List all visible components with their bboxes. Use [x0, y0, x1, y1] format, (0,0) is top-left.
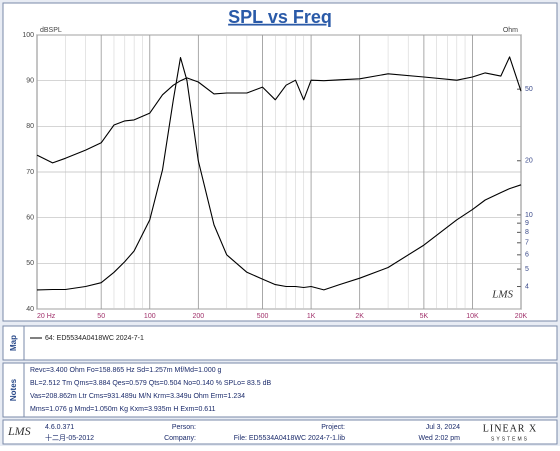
- note-line: BL=2.512 Tm Qms=3.884 Qes=0.579 Qts=0.50…: [30, 380, 271, 387]
- file: File: ED5534A0418WC 2024-7-1.lib: [234, 435, 345, 442]
- x-tick-label: 5K: [420, 313, 429, 320]
- map-panel: [2, 325, 558, 361]
- time: Wed 2:02 pm: [418, 435, 460, 442]
- x-tick-label: 1K: [307, 313, 316, 320]
- chart-title: SPL vs Freq: [228, 7, 332, 27]
- y-tick-label: 40: [26, 306, 34, 313]
- x-tick-label: 200: [192, 313, 204, 320]
- footer-panel: [2, 419, 558, 445]
- x-tick-label: 10K: [466, 313, 479, 320]
- map-label: Map: [9, 335, 18, 351]
- x-tick-label: 100: [144, 313, 156, 320]
- y2-axis-title: Ohm: [503, 27, 518, 34]
- person: Person:: [172, 424, 196, 431]
- build-date: 十二月-05-2012: [45, 433, 94, 442]
- y-tick-label: 90: [26, 78, 34, 85]
- y2-tick-label: 50: [525, 86, 533, 93]
- company: Company:: [164, 435, 196, 442]
- note-line: Mms=1.076 g Mmd=1.050m Kg Kxm=3.935m H E…: [30, 406, 216, 413]
- y2-tick-label: 4: [525, 283, 529, 290]
- legend-label: 64: ED5534A0418WC 2024-7-1: [45, 335, 144, 342]
- version: 4.6.0.371: [45, 424, 74, 431]
- x-tick-label: 20 Hz: [37, 313, 56, 320]
- brand: LINEAR X: [483, 423, 537, 434]
- x-tick-label: 50: [97, 313, 105, 320]
- y-tick-label: 70: [26, 169, 34, 176]
- y-axis-title: dBSPL: [40, 27, 62, 34]
- x-tick-label: 500: [257, 313, 269, 320]
- watermark: LMS: [491, 289, 513, 301]
- y2-tick-label: 6: [525, 252, 529, 259]
- y2-tick-label: 20: [525, 158, 533, 165]
- y2-tick-label: 9: [525, 220, 529, 227]
- y2-tick-label: 5: [525, 266, 529, 273]
- y2-tick-label: 10: [525, 212, 533, 219]
- notes-label: Notes: [9, 378, 18, 401]
- y-tick-label: 50: [26, 260, 34, 267]
- note-line: Revc=3.400 Ohm Fo=158.865 Hz Sd=1.257m M…: [30, 367, 222, 374]
- project: Project:: [321, 424, 345, 431]
- y-tick-label: 60: [26, 215, 34, 222]
- y2-tick-label: 7: [525, 240, 529, 247]
- notes-panel: [2, 362, 558, 418]
- series-line: [36, 56, 522, 291]
- x-tick-label: 2K: [355, 313, 364, 320]
- date: Jul 3, 2024: [426, 424, 460, 431]
- notes-lines: Revc=3.400 Ohm Fo=158.865 Hz Sd=1.257m M…: [30, 367, 271, 413]
- note-line: Vas=208.862m Ltr Cms=931.489u M/N Krm=3.…: [30, 393, 245, 400]
- plot: 40 50 60 70 80 90 100 4 5 6 7 8 910 20 50 20 Hz 50 100 200…: [22, 32, 533, 320]
- brand-sub: SYSTEMS: [491, 436, 529, 442]
- y-tick-label: 100: [22, 32, 34, 39]
- y2-tick-label: 8: [525, 229, 529, 236]
- series-line: [36, 56, 522, 164]
- y-tick-label: 80: [26, 123, 34, 130]
- x-tick-label: 20K: [515, 313, 528, 320]
- footer-logo: LMS: [7, 424, 31, 438]
